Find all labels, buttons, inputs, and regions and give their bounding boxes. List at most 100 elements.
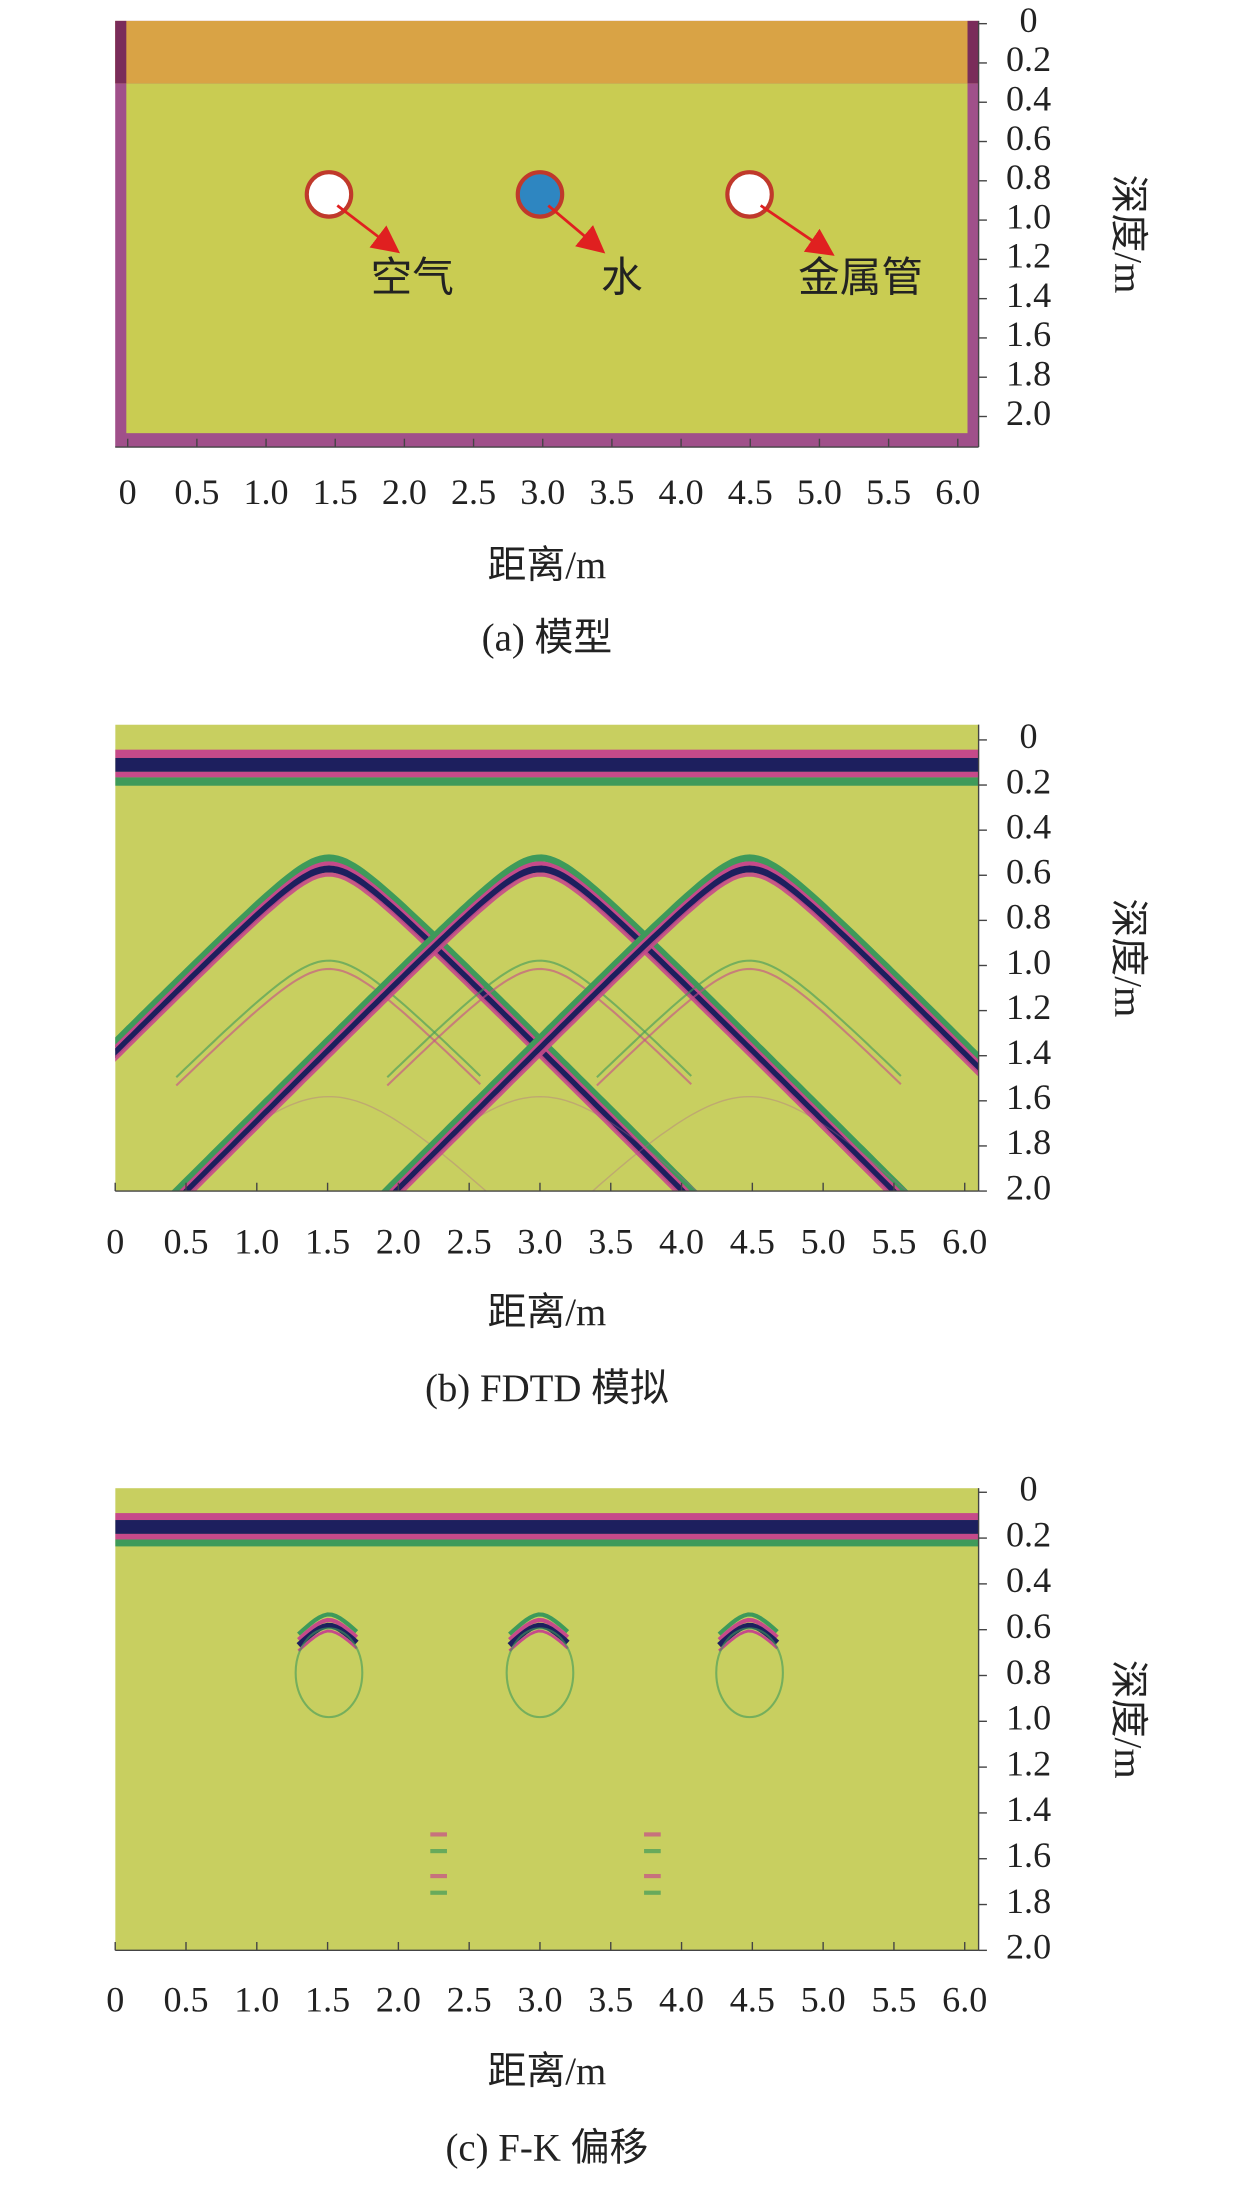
reflection bbox=[178, 861, 902, 1192]
y-tick-label: 0.2 bbox=[1006, 39, 1051, 79]
x-tick-label: 5.0 bbox=[801, 1221, 846, 1261]
x-tick-label: 3.0 bbox=[517, 1221, 562, 1261]
x-tick-label: 6.0 bbox=[942, 1979, 987, 2019]
annotation: 金属管 bbox=[798, 254, 923, 301]
x-tick-label: 4.0 bbox=[659, 1979, 704, 2019]
reflection bbox=[175, 959, 482, 1078]
x-tick-label: 3.5 bbox=[588, 1979, 633, 2019]
y-tick-label: 0.2 bbox=[1006, 761, 1051, 801]
x-tick-label: 1.0 bbox=[234, 1979, 279, 2019]
annotation: 空气 bbox=[371, 254, 454, 301]
focus-ring bbox=[505, 1627, 575, 1719]
focus-ring bbox=[294, 1627, 364, 1719]
y-tick-label: 0.4 bbox=[1006, 1560, 1051, 1600]
x-tick-label: 3.5 bbox=[589, 472, 634, 512]
y-tick-label: 1.6 bbox=[1006, 314, 1051, 354]
x-tick-label: 5.5 bbox=[866, 472, 911, 512]
x-tick-label: 5.0 bbox=[797, 472, 842, 512]
y-tick-label: 1.8 bbox=[1006, 1122, 1051, 1162]
y-tick-label: 1.8 bbox=[1006, 353, 1051, 393]
x-tick-label: 3.5 bbox=[588, 1221, 633, 1261]
reflection bbox=[115, 872, 679, 1192]
y-tick-label: 1.2 bbox=[1006, 1743, 1051, 1783]
x-tick-label: 0.5 bbox=[163, 1979, 208, 2019]
migration-image bbox=[115, 1488, 979, 1951]
model-image bbox=[115, 20, 979, 448]
focus bbox=[508, 1612, 570, 1636]
focus bbox=[718, 1629, 779, 1652]
y-axis-label: 深度/m bbox=[1106, 175, 1149, 294]
caption: (c) F-K 偏移 bbox=[445, 2127, 648, 2170]
x-tick-label: 2.5 bbox=[447, 1979, 492, 2019]
x-tick-label: 5.5 bbox=[871, 1221, 916, 1261]
x-tick-label: 0 bbox=[119, 472, 137, 512]
y-tick-label: 0 bbox=[1020, 0, 1038, 40]
reflection bbox=[171, 854, 909, 1192]
y-tick-label: 1.4 bbox=[1006, 1032, 1051, 1072]
x-tick-label: 5.0 bbox=[801, 1979, 846, 2019]
y-tick-label: 0.6 bbox=[1006, 1606, 1051, 1646]
y-tick-label: 0.8 bbox=[1006, 1652, 1051, 1692]
y-tick-label: 1.4 bbox=[1006, 1789, 1051, 1829]
artifact bbox=[644, 1873, 661, 1879]
y-tick-label: 2.0 bbox=[1006, 1167, 1051, 1207]
x-tick-label: 0.5 bbox=[163, 1221, 208, 1261]
x-tick-label: 0 bbox=[106, 1221, 124, 1261]
x-tick-label: 4.0 bbox=[659, 1221, 704, 1261]
caption: (a) 模型 bbox=[482, 616, 613, 659]
focus bbox=[297, 1612, 359, 1636]
reflection bbox=[591, 1095, 908, 1192]
artifact bbox=[644, 1890, 661, 1895]
y-tick-label: 1.6 bbox=[1006, 1077, 1051, 1117]
y-axis-label: 深度/m bbox=[1106, 1660, 1149, 1779]
x-tick-label: 3.0 bbox=[517, 1979, 562, 2019]
y-tick-label: 1.4 bbox=[1006, 275, 1051, 315]
artifact bbox=[644, 1849, 661, 1854]
x-axis-label: 距离/m bbox=[488, 2050, 607, 2093]
x-tick-label: 5.5 bbox=[871, 1979, 916, 2019]
y-tick-label: 0 bbox=[1020, 716, 1038, 756]
x-tick-label: 2.0 bbox=[382, 472, 427, 512]
reflection bbox=[182, 865, 898, 1192]
annotation: 水 bbox=[601, 255, 643, 301]
x-tick-label: 1.5 bbox=[313, 472, 358, 512]
x-tick-label: 4.0 bbox=[659, 472, 704, 512]
reflection bbox=[381, 1095, 698, 1192]
x-tick-label: 3.0 bbox=[520, 472, 565, 512]
focus bbox=[297, 1629, 358, 1652]
x-tick-label: 1.0 bbox=[234, 1221, 279, 1261]
reflection bbox=[596, 967, 902, 1087]
x-tick-label: 6.0 bbox=[935, 472, 980, 512]
y-tick-label: 1.8 bbox=[1006, 1881, 1051, 1921]
y-tick-label: 2.0 bbox=[1006, 393, 1051, 433]
artifact bbox=[644, 1832, 661, 1837]
x-tick-label: 1.5 bbox=[305, 1221, 350, 1261]
focus bbox=[717, 1612, 779, 1636]
y-tick-label: 1.2 bbox=[1006, 987, 1051, 1027]
reflection bbox=[596, 959, 902, 1078]
y-tick-label: 1.2 bbox=[1006, 236, 1051, 276]
x-axis-label: 距离/m bbox=[488, 1291, 607, 1334]
reflection bbox=[380, 854, 979, 1192]
x-tick-label: 4.5 bbox=[730, 1221, 775, 1261]
y-tick-label: 0.6 bbox=[1006, 852, 1051, 892]
y-tick-label: 1.0 bbox=[1006, 1698, 1051, 1738]
focus bbox=[297, 1617, 359, 1642]
focus-ring bbox=[715, 1627, 784, 1719]
y-tick-label: 0.6 bbox=[1006, 118, 1051, 158]
artifact bbox=[430, 1849, 447, 1854]
x-tick-label: 2.5 bbox=[447, 1221, 492, 1261]
reflection bbox=[115, 865, 687, 1192]
artifact bbox=[430, 1873, 447, 1879]
artifact bbox=[430, 1832, 447, 1837]
reflection bbox=[399, 872, 979, 1192]
y-tick-label: 0.2 bbox=[1006, 1514, 1051, 1554]
y-tick-label: 0.4 bbox=[1006, 79, 1051, 119]
reflection bbox=[392, 865, 979, 1192]
focus bbox=[508, 1629, 569, 1652]
y-tick-label: 1.6 bbox=[1006, 1835, 1051, 1875]
x-tick-label: 4.5 bbox=[728, 472, 773, 512]
x-tick-label: 1.0 bbox=[243, 472, 288, 512]
fdtd-image bbox=[115, 724, 979, 1192]
x-tick-label: 0 bbox=[106, 1979, 124, 2019]
